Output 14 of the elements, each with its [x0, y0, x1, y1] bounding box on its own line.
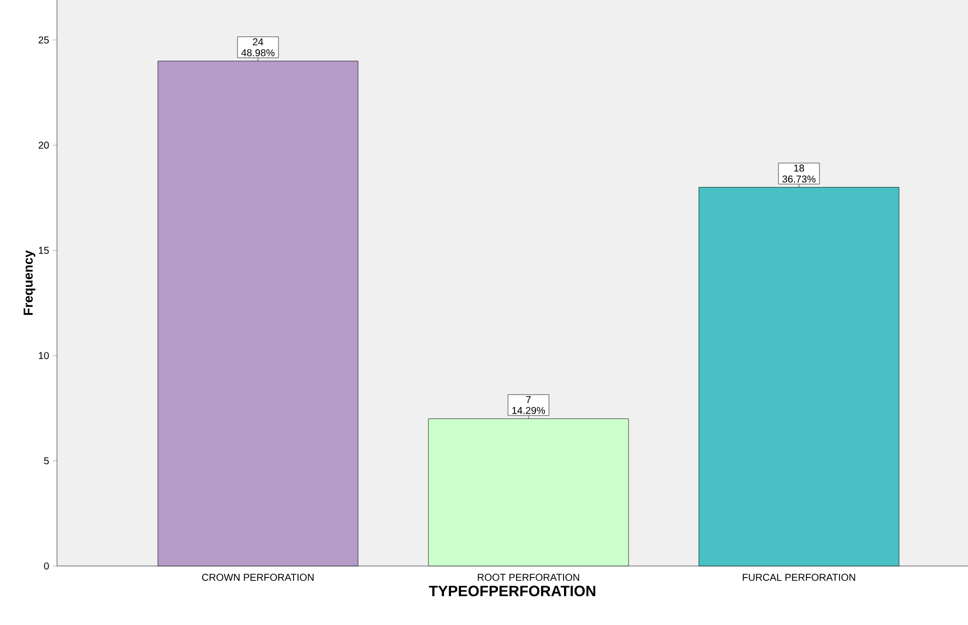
y-axis-title: Frequency [24, 250, 36, 315]
x-axis-title: TYPEOFPERFORATION [428, 586, 596, 596]
y-tick-label: 25 [38, 36, 49, 44]
y-tick-label: 0 [44, 562, 49, 570]
data-label: 24 48.98% [241, 38, 275, 56]
data-label: 7 14.29% [512, 396, 546, 414]
y-tick-label: 20 [38, 142, 49, 149]
x-tick-label: CROWN PERFORATION [202, 574, 314, 581]
y-tick-label: 5 [44, 457, 49, 464]
y-tick-label: 15 [38, 246, 49, 254]
x-tick-label: ROOT PERFORATION [478, 574, 580, 581]
y-tick-label: 10 [38, 352, 49, 360]
x-tick-label: FURCAL PERFORATION [742, 574, 856, 581]
data-label: 18 36.73% [782, 164, 816, 183]
